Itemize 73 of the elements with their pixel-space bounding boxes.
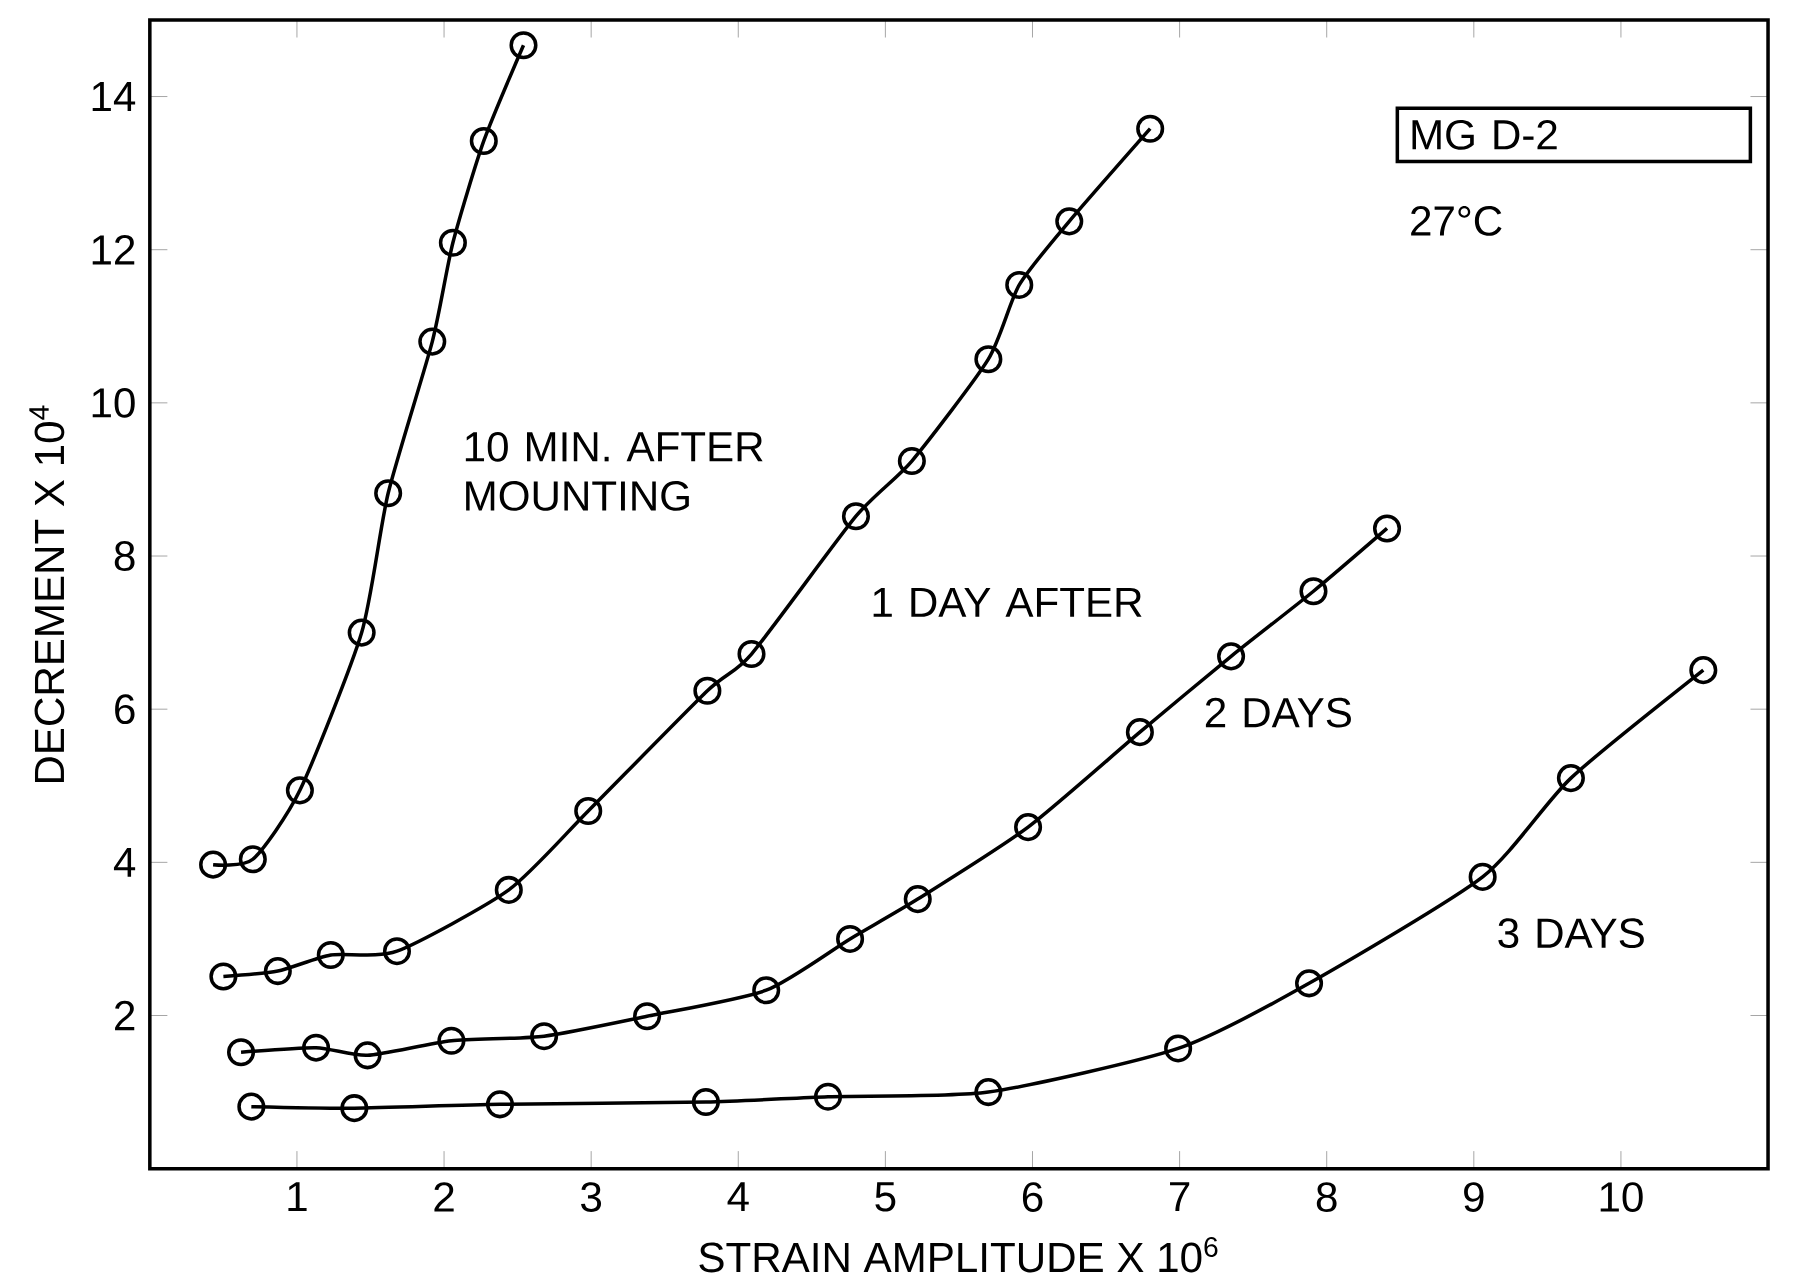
point xyxy=(494,876,523,905)
y-axis-title: DECREMENT X 10$^{4}$ xyxy=(29,405,65,783)
point xyxy=(1055,207,1084,236)
y-tick-label: 14 xyxy=(92,82,136,112)
point xyxy=(841,502,871,531)
x-tick-label: 9 xyxy=(1464,1182,1484,1213)
point xyxy=(509,31,538,60)
point xyxy=(347,618,376,647)
point xyxy=(1005,271,1034,300)
x-tick-label: 3 xyxy=(581,1182,602,1213)
point xyxy=(633,1002,662,1031)
point xyxy=(353,1041,382,1070)
y-tick-label: 6 xyxy=(115,694,135,725)
x-tick-label: 4 xyxy=(727,1182,749,1212)
point xyxy=(1556,764,1585,793)
y-tick-label: 8 xyxy=(114,541,135,572)
point xyxy=(237,1092,266,1121)
point xyxy=(897,447,926,476)
point xyxy=(691,1088,720,1117)
point xyxy=(382,937,412,966)
point xyxy=(302,1033,331,1062)
point xyxy=(574,797,603,826)
point xyxy=(1372,514,1402,543)
point xyxy=(836,925,865,954)
annotation: 10 MIN. AFTER MOUNTING xyxy=(465,432,763,512)
x-axis-title: STRAIN AMPLITUDE X 10$^{6}$ xyxy=(699,1237,1218,1273)
point xyxy=(263,957,292,986)
point xyxy=(974,345,1003,374)
y-tick-label: 10 xyxy=(92,388,135,418)
point xyxy=(238,845,267,874)
x-tick-label: 6 xyxy=(1022,1182,1043,1213)
point xyxy=(1299,577,1328,606)
point xyxy=(340,1094,369,1123)
point xyxy=(438,228,467,258)
point xyxy=(437,1026,466,1056)
point xyxy=(485,1090,514,1119)
point xyxy=(374,479,403,508)
point xyxy=(209,962,238,991)
x-tick-label: 1 xyxy=(288,1182,307,1212)
point xyxy=(1217,642,1246,671)
point xyxy=(813,1082,843,1111)
y-tick-label: 4 xyxy=(113,848,136,878)
point xyxy=(1136,114,1165,143)
annotation: 3 DAYS xyxy=(1498,918,1644,949)
point xyxy=(974,1078,1003,1107)
point xyxy=(1468,863,1497,892)
point xyxy=(1014,813,1043,842)
point xyxy=(693,676,722,706)
point xyxy=(199,850,228,879)
point xyxy=(752,976,781,1005)
point xyxy=(227,1038,256,1067)
x-tick-label: 8 xyxy=(1316,1182,1337,1213)
point xyxy=(1295,969,1324,998)
x-tick-label: 5 xyxy=(875,1182,896,1212)
x-tick-label: 2 xyxy=(434,1182,454,1212)
point xyxy=(530,1022,559,1051)
annotation: MG D-2 xyxy=(1412,120,1557,150)
point xyxy=(469,127,498,156)
y-tick-label: 2 xyxy=(115,1001,135,1031)
annotation: 2 DAYS xyxy=(1205,697,1351,728)
point xyxy=(1689,656,1718,685)
point xyxy=(316,941,345,970)
point xyxy=(285,776,314,805)
x-tick-label: 7 xyxy=(1170,1182,1190,1212)
point xyxy=(1125,718,1154,747)
annotation: 27°C xyxy=(1411,206,1502,237)
annotation: 1 DAY AFTER xyxy=(873,588,1142,618)
y-tick-label: 12 xyxy=(92,235,135,265)
point xyxy=(1164,1034,1193,1063)
x-tick-label: 10 xyxy=(1600,1182,1643,1213)
point xyxy=(418,327,447,356)
point xyxy=(737,640,766,669)
point xyxy=(903,885,932,914)
